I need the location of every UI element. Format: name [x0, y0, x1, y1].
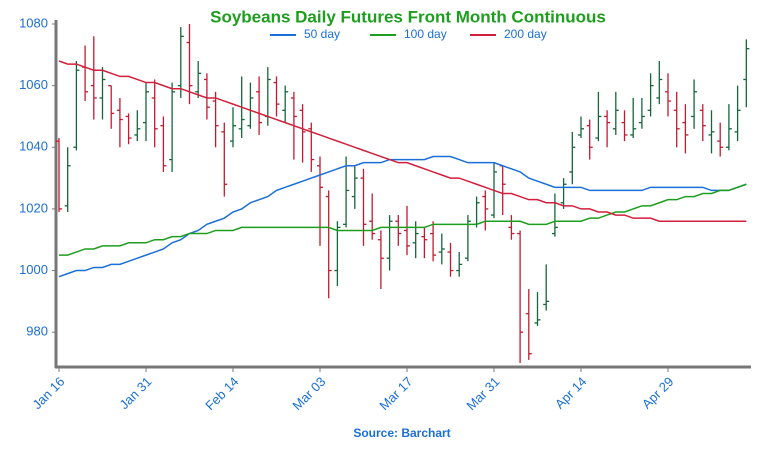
- y-tick-label: 980: [26, 324, 48, 339]
- ma-line: [58, 60, 747, 222]
- y-tick-label: 1020: [19, 200, 48, 215]
- legend-label: 50 day: [304, 27, 340, 41]
- chart-title: Soybeans Daily Futures Front Month Conti…: [210, 7, 606, 26]
- x-tick-label: Jan 16: [29, 374, 67, 412]
- x-tick-label: Feb 14: [202, 374, 241, 413]
- x-tick-label: Jan 31: [116, 374, 154, 412]
- y-tick-label: 1000: [19, 262, 48, 277]
- x-tick-label: Mar 17: [376, 374, 415, 413]
- x-tick-label: Apr 14: [552, 374, 590, 412]
- y-tick-label: 1060: [19, 77, 48, 92]
- ma-line: [59, 183, 747, 256]
- y-tick-label: 1080: [19, 15, 48, 30]
- x-tick-label: Mar 31: [463, 374, 502, 413]
- x-tick-label: Apr 29: [639, 374, 677, 412]
- legend-label: 200 day: [504, 27, 547, 41]
- source: Source: Barchart: [353, 426, 450, 440]
- y-tick-label: 1040: [19, 139, 48, 154]
- ma-line: [58, 155, 747, 278]
- x-tick-label: Mar 03: [289, 374, 328, 413]
- legend-label: 100 day: [404, 27, 447, 41]
